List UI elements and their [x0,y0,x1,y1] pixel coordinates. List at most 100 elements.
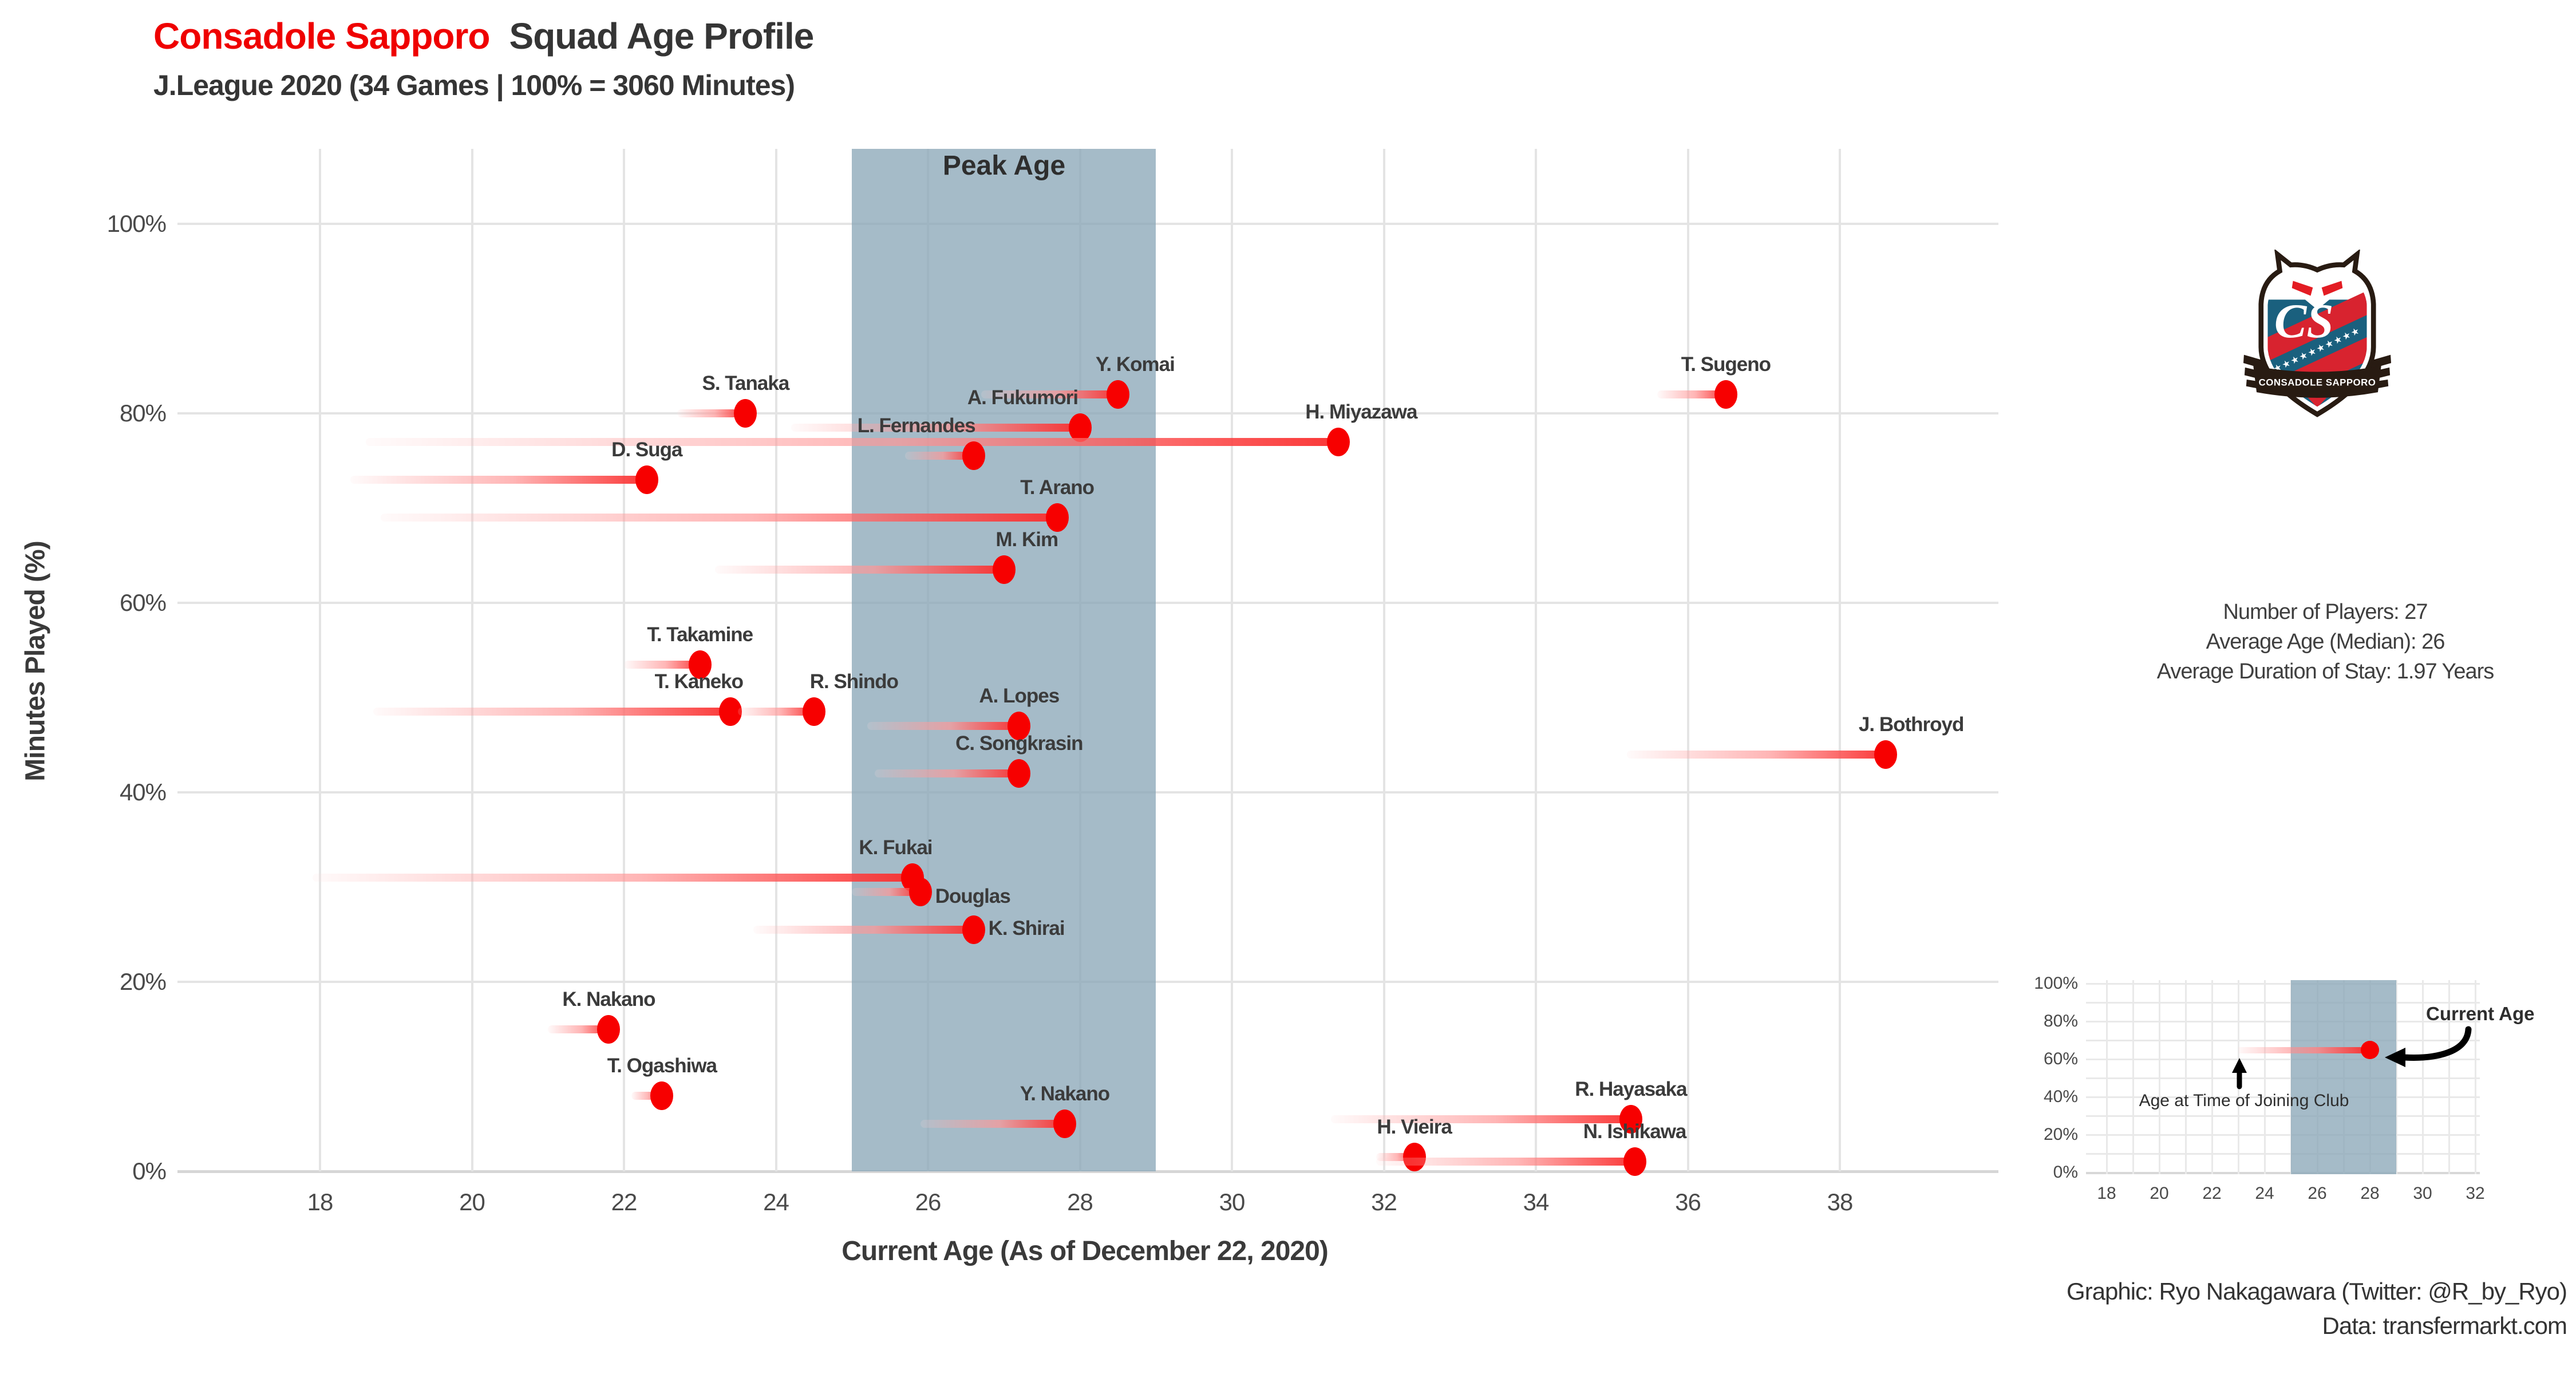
player-label-M-Kim: M. Kim [995,528,1058,551]
player-dot-M-Kim [992,555,1016,585]
mini-y-tick-60: 60% [2043,1049,2078,1068]
x-tick-label-22: 22 [611,1189,638,1215]
player-trail-T-Sugeno [1657,390,1726,398]
player-dot-J-Bothroyd [1874,740,1897,769]
crest-monogram: CS [2274,294,2334,348]
player-label-H-Vieira: H. Vieira [1377,1116,1452,1139]
player-dot-A-Fukumori [1068,413,1092,442]
mini-gridline-y-70 [2086,1040,2480,1041]
player-dot-S-Tanaka [734,399,757,428]
y-tick-label-100: 100% [106,210,167,237]
peak-age-band [852,149,1156,1171]
player-trail-T-Takamine [624,660,700,669]
player-dot-A-Lopes [1008,712,1031,741]
player-trail-Y-Komai [981,390,1118,398]
player-trail-D-Suga [350,475,647,484]
player-label-L-Fernandes: L. Fernandes [857,414,976,437]
mini-x-tick-24: 24 [2255,1184,2274,1203]
y-tick-label-40: 40% [119,779,167,806]
player-label-R-Shindo: R. Shindo [809,670,899,693]
mini-gridline-y-50 [2086,1077,2480,1079]
legend-current-age-label: Current Age [2426,1003,2535,1024]
mini-gridline-x-18 [2106,980,2108,1174]
up-arrow-head [2232,1058,2247,1073]
player-dot-R-Hayasaka [1619,1104,1642,1134]
player-dot-K-Nakano [597,1014,621,1044]
x-tick-label-34: 34 [1523,1189,1550,1215]
gridline-x-30 [1231,149,1233,1171]
x-tick-label-30: 30 [1219,1189,1246,1215]
credit-data: Data: transfermarkt.com [2322,1312,2567,1339]
curved-arrow-head [2385,1048,2405,1067]
player-label-R-Hayasaka: R. Hayasaka [1575,1077,1687,1100]
mini-gridline-x-24 [2264,980,2266,1174]
x-tick-label-26: 26 [915,1189,942,1215]
player-label-Y-Komai: Y. Komai [1095,353,1175,376]
mini-gridline-y-10 [2086,1153,2480,1155]
player-label-N-Ishikawa: N. Ishikawa [1583,1120,1687,1143]
gridline-x-20 [471,149,473,1171]
crest-banner-text: CONSADOLE SAPPORO [2259,377,2376,388]
y-tick-label-60: 60% [119,589,167,616]
mini-example-trail [2238,1047,2370,1053]
player-dot-N-Ishikawa [1623,1147,1646,1176]
player-trail-A-Lopes [867,722,1020,731]
gridline-x-24 [775,149,777,1171]
mini-example-dot [2361,1040,2379,1059]
player-label-C-Songkrasin: C. Songkrasin [955,732,1083,755]
player-dot-H-Miyazawa [1326,427,1350,456]
player-trail-K-Fukai [312,873,913,882]
mini-peak-band [2291,980,2396,1174]
player-dot-K-Shirai [962,915,985,944]
player-trail-C-Songkrasin [875,769,1020,777]
player-dot-L-Fernandes [962,441,985,471]
player-trail-S-Tanaka [677,409,746,417]
player-trail-Y-Nakano [920,1120,1065,1128]
stat-number-of-players: Number of Players: 27 [2223,600,2428,624]
mini-gridline-x-32 [2475,980,2476,1174]
mini-x-tick-26: 26 [2308,1184,2327,1203]
mini-y-tick-20: 20% [2043,1125,2078,1144]
player-trail-R-Hayasaka [1330,1115,1631,1123]
player-label-A-Lopes: A. Lopes [979,685,1060,708]
gridline-x-38 [1839,149,1841,1171]
mini-y-tick-100: 100% [2034,974,2078,993]
x-tick-label-20: 20 [459,1189,485,1215]
mini-y-tick-0: 0% [2053,1163,2078,1182]
player-trail-Douglas [852,887,920,896]
player-dot-Y-Nakano [1053,1110,1076,1139]
x-tick-label-36: 36 [1675,1189,1701,1215]
player-label-T-Sugeno: T. Sugeno [1681,353,1771,376]
y-tick-label-0: 0% [132,1158,167,1185]
player-trail-M-Kim [715,566,1004,574]
player-label-K-Nakano: K. Nakano [562,988,655,1010]
player-label-K-Fukai: K. Fukai [859,836,933,859]
mini-gridline-x-20 [2159,980,2160,1174]
mini-gridline-x-31 [2448,980,2450,1174]
mini-gridline-y-20 [2086,1134,2480,1136]
player-trail-R-Shindo [738,708,814,716]
club-crest: ★★★★★★★★★★★ CS CONSADOLE SAPPORO [2243,250,2392,417]
stat-average-duration: Average Duration of Stay: 1.97 Years [2156,660,2495,684]
player-dot-T-Ogashiwa [650,1081,674,1110]
legend-arrows [2232,1026,2472,1089]
x-tick-label-38: 38 [1827,1189,1854,1215]
player-trail-K-Shirai [753,925,974,934]
player-label-Douglas: Douglas [935,885,1011,907]
mini-gridline-y-60 [2086,1059,2480,1060]
mini-gridline-x-29 [2396,980,2397,1174]
chart-subtitle: J.League 2020 (34 Games | 100% = 3060 Mi… [153,69,795,101]
mini-gridline-y-40 [2086,1096,2480,1098]
mini-gridline-x-19 [2132,980,2134,1174]
peak-age-label: Peak Age [942,151,1066,181]
x-tick-label-24: 24 [763,1189,789,1215]
player-label-H-Miyazawa: H. Miyazawa [1305,400,1417,423]
mini-x-tick-28: 28 [2360,1184,2380,1203]
player-dot-T-Sugeno [1714,380,1737,409]
gridline-x-32 [1382,149,1385,1171]
player-trail-N-Ishikawa [1376,1158,1635,1166]
player-dot-R-Shindo [802,697,825,727]
player-label-S-Tanaka: S. Tanaka [702,372,789,394]
page-title: Consadole Sapporo Squad Age Profile [153,15,814,57]
